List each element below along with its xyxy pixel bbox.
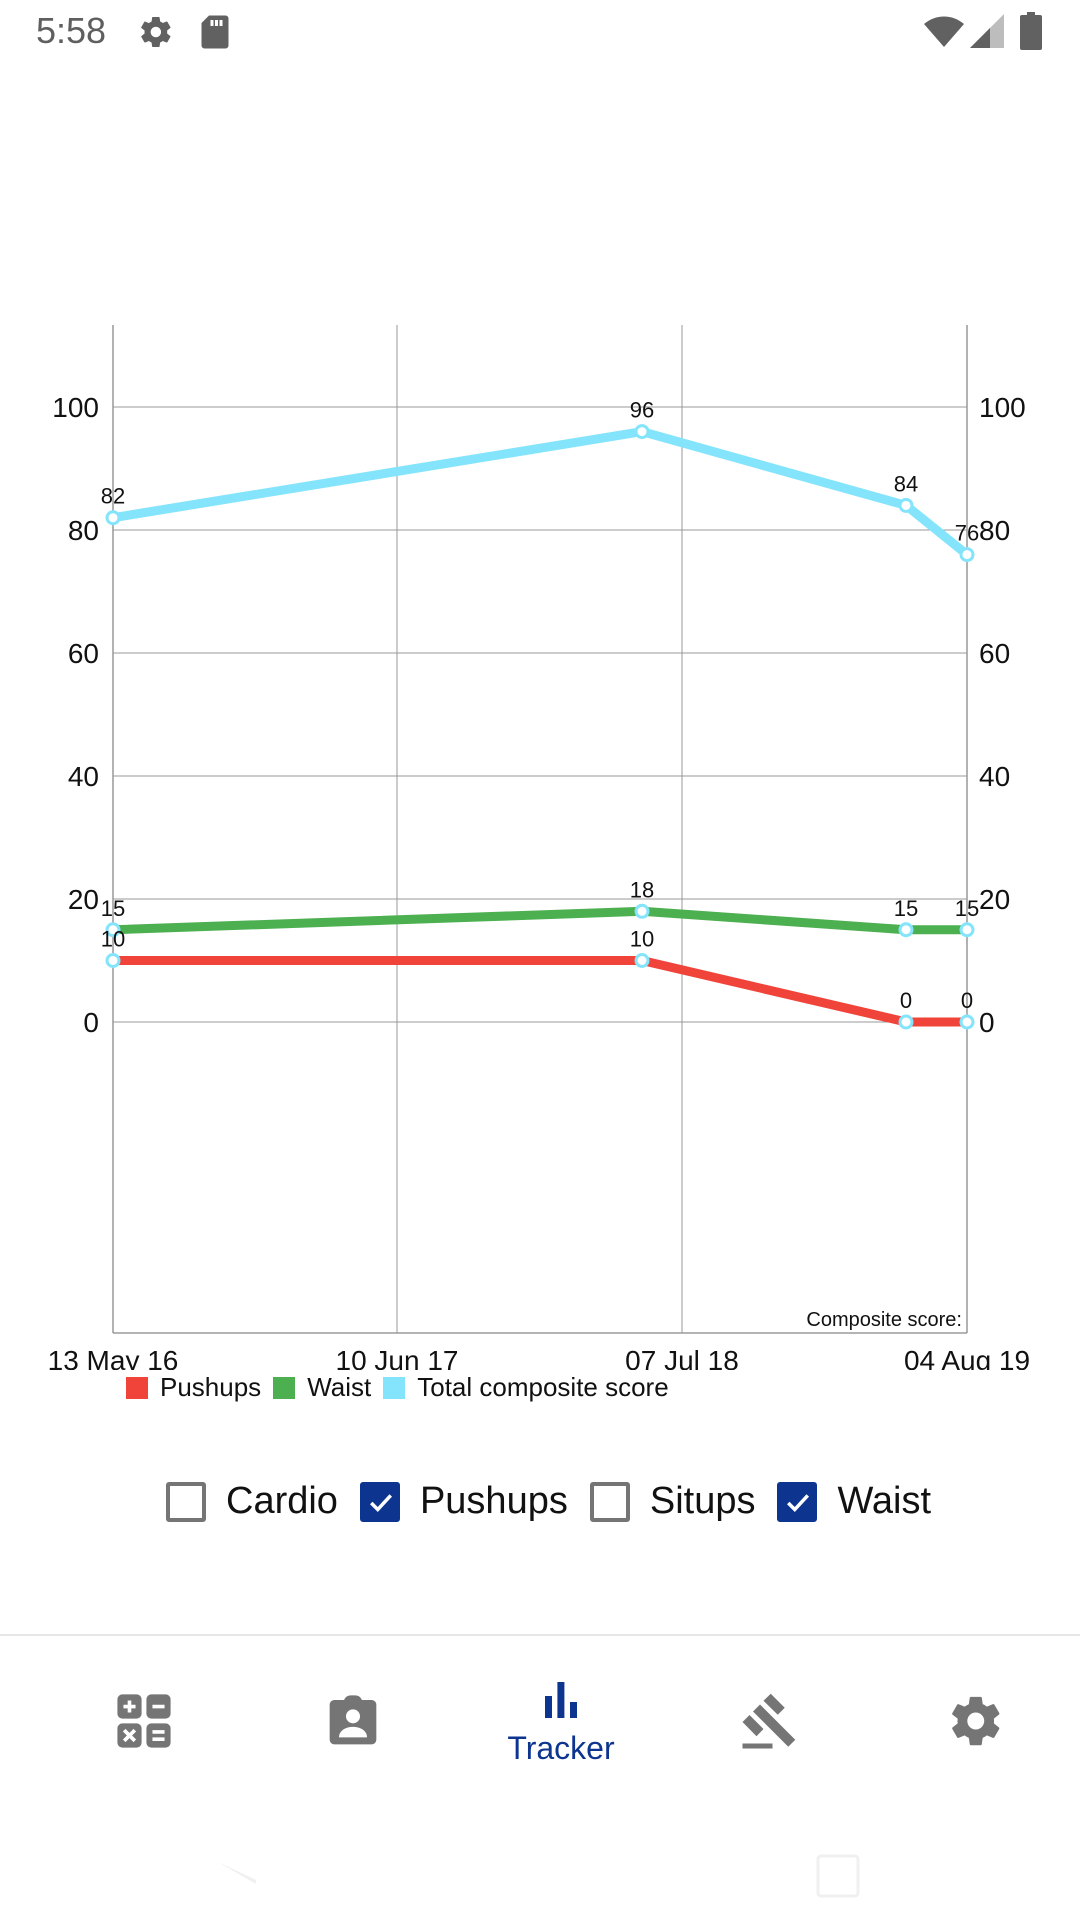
data-label: 15 (101, 896, 125, 921)
x-tick-label: 10 Jun 17 (336, 1345, 459, 1370)
data-label: 15 (894, 896, 918, 921)
settings-icon (952, 1696, 1000, 1746)
nav-profile[interactable] (245, 1636, 461, 1806)
data-point (634, 903, 650, 919)
y-tick-label-left: 0 (83, 1007, 99, 1038)
legend-item-total: Total composite score (383, 1372, 669, 1403)
filter-pushups[interactable]: Pushups (359, 1480, 568, 1523)
filter-label: Pushups (419, 1480, 568, 1522)
system-nav-icons (218, 1854, 860, 1898)
filter-situps[interactable]: Situps (589, 1480, 756, 1523)
calculator-icon (117, 1694, 171, 1748)
filter-label: Cardio (226, 1480, 338, 1522)
x-tick-label: 13 May 16 (48, 1345, 179, 1370)
y-tick-label-left: 100 (52, 392, 99, 423)
gavel-icon (742, 1693, 796, 1749)
y-tick-label-left: 80 (68, 515, 99, 546)
status-time: 5:58 (36, 10, 107, 51)
nav-calculator[interactable] (36, 1636, 252, 1806)
y-tick-label-right: 40 (979, 761, 1010, 792)
filter-cardio[interactable]: Cardio (166, 1480, 338, 1523)
x-tick-label: 04 Aug 19 (904, 1345, 1030, 1370)
nav-tracker[interactable]: Tracker (453, 1636, 669, 1806)
legend-item-pushups: Pushups (126, 1372, 261, 1403)
y-tick-label-right: 80 (979, 515, 1010, 546)
y-tick-label-right: 20 (979, 884, 1010, 915)
chart-data-labels: 10 10 0 0 15 18 15 15 82 96 84 76 (101, 398, 979, 1013)
checkbox-situps[interactable] (589, 1481, 630, 1522)
profile-badge-icon (329, 1695, 377, 1745)
x-tick-label: 07 Jul 18 (625, 1345, 739, 1370)
wifi-icon (924, 16, 964, 53)
bottom-navigation: Tracker (0, 1634, 1080, 1806)
y-tick-label-right: 0 (979, 1007, 995, 1038)
y-tick-label-right: 100 (979, 392, 1026, 423)
series-line (113, 956, 967, 1027)
bar-chart-icon (545, 1681, 577, 1718)
data-label: 84 (894, 471, 918, 496)
data-point (634, 424, 650, 440)
filter-label: Situps (649, 1480, 756, 1522)
data-point (634, 953, 650, 968)
status-bar: 5:58 (0, 0, 1080, 64)
data-label: 10 (101, 927, 125, 952)
legend-item-waist: Waist (273, 1372, 371, 1403)
data-label: 15 (955, 896, 979, 921)
chart-legend: Pushups Waist Total composite score (126, 1372, 681, 1403)
legend-swatch (383, 1376, 406, 1399)
y-tick-label-left: 60 (68, 638, 99, 669)
signal-icon (970, 14, 1004, 53)
data-point (959, 922, 975, 938)
data-label: 18 (630, 877, 654, 902)
chart-grid (112, 325, 968, 1334)
series-line (112, 427, 970, 559)
sd-card-icon (200, 14, 230, 55)
data-point (898, 922, 914, 938)
filter-label: Waist (837, 1480, 932, 1522)
data-point (105, 922, 121, 938)
data-point (959, 1014, 975, 1030)
checkbox-cardio[interactable] (166, 1481, 206, 1522)
data-point (105, 510, 121, 526)
gear-icon (138, 14, 174, 55)
nav-gavel[interactable] (662, 1636, 878, 1806)
legend-label: Total composite score (417, 1372, 669, 1402)
checkmark-icon (369, 1493, 392, 1512)
data-label: 0 (900, 988, 912, 1013)
y-tick-label-left: 20 (68, 884, 99, 915)
composite-score-note: Composite score: (806, 1309, 962, 1331)
system-navigation (0, 1820, 1080, 1920)
nav-label-tracker: Tracker (507, 1729, 615, 1766)
data-label: 76 (955, 521, 979, 546)
chart-series (105, 424, 975, 1030)
checkbox-waist[interactable] (777, 1481, 818, 1522)
checkbox-pushups[interactable] (359, 1481, 400, 1522)
data-label: 96 (630, 398, 654, 423)
data-point (105, 953, 121, 968)
series-filters: Cardio Pushups Situps Waist (166, 1480, 953, 1523)
series-line (112, 906, 967, 935)
back-icon (218, 1862, 256, 1884)
legend-label: Waist (307, 1372, 372, 1402)
data-label: 0 (961, 988, 973, 1013)
data-point (898, 1014, 914, 1030)
recents-icon (816, 1854, 860, 1898)
data-point (959, 547, 975, 563)
legend-swatch (126, 1376, 148, 1399)
legend-swatch (273, 1376, 296, 1399)
data-label: 10 (630, 927, 654, 952)
y-tick-label-right: 60 (979, 638, 1010, 669)
data-point (898, 497, 914, 513)
filter-waist[interactable]: Waist (777, 1480, 931, 1523)
legend-label: Pushups (160, 1372, 262, 1402)
battery-icon (1020, 12, 1042, 55)
data-label: 82 (101, 484, 125, 509)
nav-settings[interactable] (868, 1636, 1080, 1806)
checkmark-icon (787, 1493, 810, 1512)
y-tick-label-left: 40 (68, 761, 99, 792)
